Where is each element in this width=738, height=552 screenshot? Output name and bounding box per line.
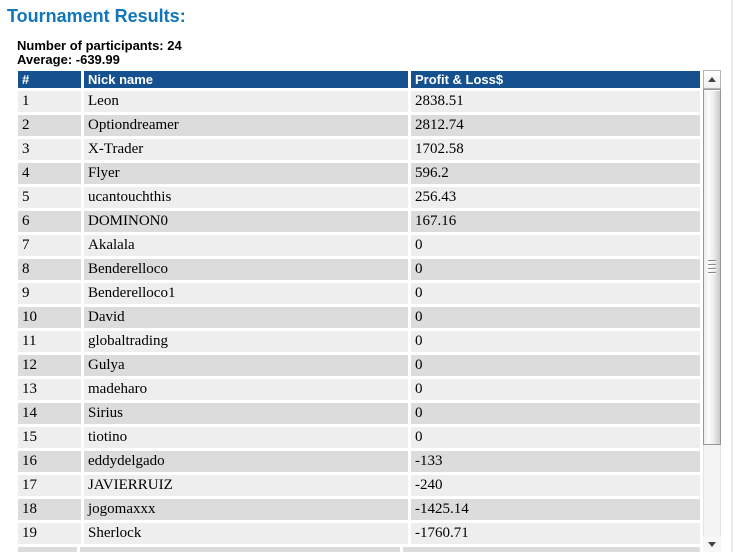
table-row: 3 X-Trader 1702.58 xyxy=(18,139,700,163)
table-row: 12 Gulya 0 xyxy=(18,355,700,379)
participants-count: Number of participants: 24 xyxy=(17,38,182,53)
cell-pnl: 2812.74 xyxy=(411,115,700,139)
cell-rank: 4 xyxy=(18,163,84,187)
cell-nick: Akalala xyxy=(84,235,411,259)
cell-rank: 9 xyxy=(18,283,84,307)
cell-nick: Sirius xyxy=(84,403,411,427)
table-row: 8 Benderelloco 0 xyxy=(18,259,700,283)
table-row: 9 Benderelloco1 0 xyxy=(18,283,700,307)
cell-nick: eddydelgado xyxy=(84,451,411,475)
table-row: 17 JAVIERRUIZ -240 xyxy=(18,475,700,499)
cell-nick: jogomaxxx xyxy=(84,499,411,523)
scroll-up-icon xyxy=(708,77,716,82)
cell-pnl: 1702.58 xyxy=(411,139,700,163)
table-row: 7 Akalala 0 xyxy=(18,235,700,259)
table-row: 11 globaltrading 0 xyxy=(18,331,700,355)
right-edge-divider xyxy=(731,0,733,552)
clipped-next-row xyxy=(18,547,700,552)
cell-nick: JAVIERRUIZ xyxy=(84,475,411,499)
cell-rank: 16 xyxy=(18,451,84,475)
cell-pnl: 0 xyxy=(411,235,700,259)
column-header-nick: Nick name xyxy=(84,71,411,91)
cell-rank: 11 xyxy=(18,331,84,355)
cell-nick: Gulya xyxy=(84,355,411,379)
cell-rank: 14 xyxy=(18,403,84,427)
table-row: 15 tiotino 0 xyxy=(18,427,700,451)
cell-rank: 17 xyxy=(18,475,84,499)
cell-nick: madeharo xyxy=(84,379,411,403)
cell-pnl: 0 xyxy=(411,403,700,427)
cell-pnl: 0 xyxy=(411,355,700,379)
cell-pnl: 0 xyxy=(411,259,700,283)
table-row: 4 Flyer 596.2 xyxy=(18,163,700,187)
cell-pnl: 256.43 xyxy=(411,187,700,211)
cell-pnl: 2838.51 xyxy=(411,91,700,115)
table-row: 1 Leon 2838.51 xyxy=(18,91,700,115)
cell-rank: 2 xyxy=(18,115,84,139)
vertical-scrollbar[interactable] xyxy=(703,70,721,552)
cell-rank: 1 xyxy=(18,91,84,115)
cell-rank: 10 xyxy=(18,307,84,331)
table-row: 14 Sirius 0 xyxy=(18,403,700,427)
table-row: 6 DOMINON0 167.16 xyxy=(18,211,700,235)
cell-rank: 3 xyxy=(18,139,84,163)
scroll-up-button[interactable] xyxy=(703,70,721,89)
cell-pnl: -1760.71 xyxy=(411,523,700,547)
table-row: 13 madeharo 0 xyxy=(18,379,700,403)
cell-pnl: -133 xyxy=(411,451,700,475)
cell-pnl: -1425.14 xyxy=(411,499,700,523)
table-row: 19 Sherlock -1760.71 xyxy=(18,523,700,547)
page-title: Tournament Results: xyxy=(7,6,186,26)
table-row: 10 David 0 xyxy=(18,307,700,331)
cell-rank: 18 xyxy=(18,499,84,523)
cell-pnl: 0 xyxy=(411,379,700,403)
results-table-body: 1 Leon 2838.51 2 Optiondreamer 2812.74 3… xyxy=(18,91,700,547)
column-header-pnl: Profit & Loss$ xyxy=(411,71,700,91)
scrollbar-thumb[interactable] xyxy=(703,89,721,445)
cell-nick: David xyxy=(84,307,411,331)
results-table-container: # Nick name Profit & Loss$ 1 Leon 2838.5… xyxy=(18,71,700,552)
summary-block: Number of participants: 24 Average: -639… xyxy=(17,39,182,67)
cell-pnl: 0 xyxy=(411,331,700,355)
results-table: # Nick name Profit & Loss$ 1 Leon 2838.5… xyxy=(18,71,700,547)
cell-pnl: 0 xyxy=(411,307,700,331)
cell-rank: 7 xyxy=(18,235,84,259)
cell-nick: Leon xyxy=(84,91,411,115)
scrollbar-thumb-grip-icon xyxy=(708,260,716,274)
column-header-rank: # xyxy=(18,71,84,91)
cell-nick: tiotino xyxy=(84,427,411,451)
cell-nick: ucantouchthis xyxy=(84,187,411,211)
cell-rank: 5 xyxy=(18,187,84,211)
cell-nick: DOMINON0 xyxy=(84,211,411,235)
cell-pnl: 167.16 xyxy=(411,211,700,235)
cell-nick: Optiondreamer xyxy=(84,115,411,139)
scroll-down-icon xyxy=(708,541,716,547)
cell-nick: Benderelloco xyxy=(84,259,411,283)
average-value: Average: -639.99 xyxy=(17,52,120,67)
cell-nick: globaltrading xyxy=(84,331,411,355)
table-row: 5 ucantouchthis 256.43 xyxy=(18,187,700,211)
cell-nick: Benderelloco1 xyxy=(84,283,411,307)
cell-pnl: 596.2 xyxy=(411,163,700,187)
cell-nick: X-Trader xyxy=(84,139,411,163)
cell-nick: Flyer xyxy=(84,163,411,187)
cell-pnl: 0 xyxy=(411,427,700,451)
table-row: 18 jogomaxxx -1425.14 xyxy=(18,499,700,523)
cell-pnl: 0 xyxy=(411,283,700,307)
cell-rank: 12 xyxy=(18,355,84,379)
cell-rank: 15 xyxy=(18,427,84,451)
table-row: 16 eddydelgado -133 xyxy=(18,451,700,475)
cell-rank: 13 xyxy=(18,379,84,403)
table-row: 2 Optiondreamer 2812.74 xyxy=(18,115,700,139)
cell-rank: 8 xyxy=(18,259,84,283)
cell-rank: 6 xyxy=(18,211,84,235)
scroll-down-button[interactable] xyxy=(703,536,721,552)
table-header-row: # Nick name Profit & Loss$ xyxy=(18,71,700,91)
cell-nick: Sherlock xyxy=(84,523,411,547)
cell-rank: 19 xyxy=(18,523,84,547)
cell-pnl: -240 xyxy=(411,475,700,499)
